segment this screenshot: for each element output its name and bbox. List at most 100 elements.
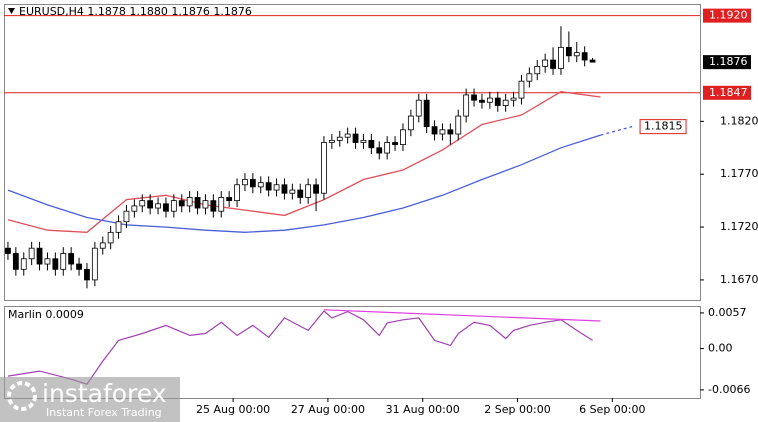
y-tick-label: 1.1820 <box>720 114 758 127</box>
candle-body <box>178 200 185 207</box>
candle-body <box>542 59 549 67</box>
candle-body <box>502 99 509 106</box>
moving-average <box>7 134 601 233</box>
watermark-brand: instaforex <box>42 379 167 408</box>
candle-body <box>273 184 280 191</box>
candle-body <box>265 182 272 191</box>
main-panel <box>4 4 701 301</box>
candle-body <box>107 231 114 244</box>
candle-body <box>494 97 501 106</box>
candle-body <box>123 210 130 223</box>
candle-body <box>218 197 225 212</box>
candle-body <box>392 142 398 146</box>
candle-body <box>52 258 59 270</box>
candle-body <box>44 258 51 265</box>
header: EURUSD,H4 1.1878 1.1880 1.1876 1.1876 <box>19 5 252 18</box>
candle-body <box>289 189 296 194</box>
candle-body <box>321 142 327 194</box>
candle-body <box>558 46 564 69</box>
candle-body <box>486 97 493 103</box>
candle-body <box>36 247 43 265</box>
candle-body <box>115 221 122 233</box>
level-box <box>703 85 751 100</box>
last-price-box <box>703 55 751 70</box>
candle-body <box>526 73 533 82</box>
last-price-label: 1.1876 <box>709 55 748 68</box>
candle-body <box>565 46 572 57</box>
candle-body <box>336 136 343 141</box>
candle-body <box>376 147 383 154</box>
candle-body <box>131 205 138 212</box>
candle-body <box>384 142 391 154</box>
candle-body <box>257 182 264 188</box>
candle-body <box>415 99 422 117</box>
candle-body <box>147 200 154 209</box>
candle-body <box>139 200 146 207</box>
header-arrow <box>8 8 15 14</box>
candle-body <box>202 200 209 209</box>
candle-body <box>234 184 240 202</box>
y-tick-label: 1.1720 <box>720 220 758 233</box>
candle-body <box>573 52 580 57</box>
candle-body <box>170 200 177 212</box>
candle-body <box>186 197 193 207</box>
candle-body <box>12 253 19 270</box>
candle-body <box>5 247 11 254</box>
candle-body <box>99 242 106 249</box>
moving-average <box>7 91 601 233</box>
x-tick-label: 6 Sep 00:00 <box>579 403 645 416</box>
candle-body <box>76 263 82 270</box>
candle-body <box>155 203 161 209</box>
x-tick-label: 27 Aug 00:00 <box>291 403 365 416</box>
x-tick-label: 25 Aug 00:00 <box>196 403 270 416</box>
candle-body <box>297 189 304 198</box>
candle-body <box>68 253 75 265</box>
watermark-slogan: Instant Forex Trading <box>46 406 162 419</box>
candle-body <box>534 65 541 75</box>
candle-body <box>360 139 367 143</box>
level-label: 1.1920 <box>709 9 748 22</box>
y-tick-label: 0.0057 <box>708 306 747 319</box>
candle-body <box>328 139 335 143</box>
candle-body <box>407 115 414 131</box>
candle-body <box>352 133 359 143</box>
candle-body <box>281 184 288 194</box>
candle-body <box>249 179 256 188</box>
candle-body <box>28 247 35 260</box>
indicator-title: Marlin 0.0009 <box>8 308 84 321</box>
plot-layer: 1.1670 1.1720 1.1770 1.1820 0.0057 0.00 -0.006… <box>4 8 758 416</box>
level-box <box>703 8 751 23</box>
candle-body <box>368 139 375 149</box>
candle-body <box>194 197 201 209</box>
candle-body <box>510 97 517 101</box>
candle-body <box>242 179 248 186</box>
y-tick-label: 1.1670 <box>720 273 758 286</box>
watermark: instaforex Instant Forex Trading <box>0 377 180 422</box>
candle-body <box>20 258 27 270</box>
candle-body <box>313 184 319 194</box>
candle-body <box>210 200 217 212</box>
candle-body <box>581 52 588 61</box>
candle-body <box>589 59 596 63</box>
candle-body <box>423 99 430 128</box>
candle-body <box>479 99 485 103</box>
candle-body <box>305 184 312 198</box>
candle-body <box>84 268 90 281</box>
target-box <box>639 119 687 135</box>
indicator-line <box>7 310 593 385</box>
candle-body <box>344 133 351 138</box>
candle-body <box>60 253 67 270</box>
watermark-logo <box>7 381 37 411</box>
candle-body <box>463 94 470 117</box>
x-tick-label: 31 Aug 00:00 <box>386 403 460 416</box>
y-tick-label: 0.00 <box>708 342 733 355</box>
candle-body <box>455 115 462 135</box>
candle-body <box>226 197 233 202</box>
candle-body <box>439 129 446 135</box>
candle-body <box>447 129 454 135</box>
candle-body <box>163 203 169 212</box>
y-tick-label: -0.0066 <box>708 383 750 396</box>
x-tick-label: 2 Sep 00:00 <box>484 403 550 416</box>
candle-body <box>518 80 525 99</box>
